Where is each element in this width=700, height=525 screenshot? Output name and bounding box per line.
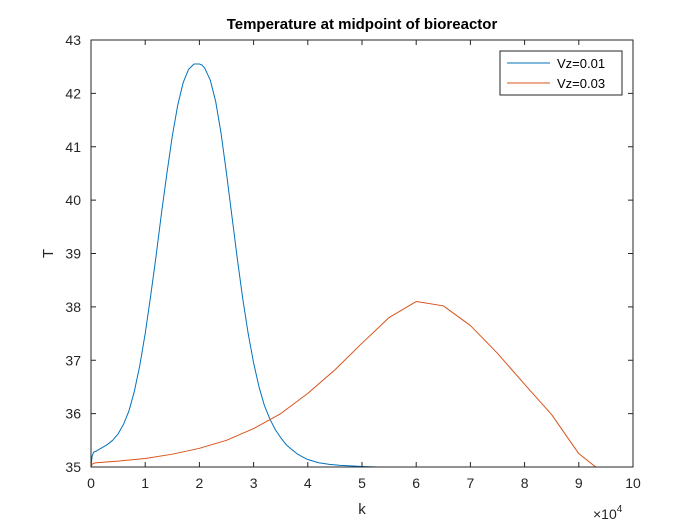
y-tick-label: 39 [65,246,81,262]
y-tick-label: 41 [65,139,81,155]
x-axis-label: k [358,501,366,518]
x-tick-label: 2 [196,475,204,491]
y-tick-label: 35 [65,459,81,475]
x-tick-label: 4 [304,475,312,491]
y-tick-label: 43 [65,32,81,48]
x-tick-label: 10 [625,475,641,491]
x-tick-label: 7 [467,475,475,491]
x-axis-exponent: ×104 [593,504,623,522]
x-axis-exponent-power: 4 [617,504,623,515]
legend-box [499,50,623,96]
chart-title: Temperature at midpoint of bioreactor [227,16,498,33]
y-tick-label: 38 [65,299,81,315]
legend-label-1: Vz=0.01 [557,56,605,71]
x-tick-label: 5 [358,475,366,491]
x-axis-exponent-base: ×10 [593,506,617,522]
y-tick-label: 36 [65,406,81,422]
ticks-layer: 0 1 2 3 4 5 6 7 8 9 10 35 36 37 38 39 40 41 42 43 [65,32,641,491]
y-tick-label: 37 [65,352,81,368]
y-tick-label: 40 [65,192,81,208]
y-tick-label: 42 [65,85,81,101]
series-layer [91,63,633,467]
x-tick-label: 9 [575,475,583,491]
x-tick-label: 0 [87,475,95,491]
plot-area [91,40,633,467]
y-axis-label: T [40,249,57,258]
x-tick-label: 8 [521,475,529,491]
x-tick-label: 6 [412,475,420,491]
legend: Vz=0.01 Vz=0.03 [499,50,623,96]
x-tick-label: 3 [250,475,258,491]
legend-label-2: Vz=0.03 [557,76,605,91]
x-tick-label: 1 [141,475,149,491]
series-line-1 [91,63,633,467]
series-line-2 [91,301,597,467]
